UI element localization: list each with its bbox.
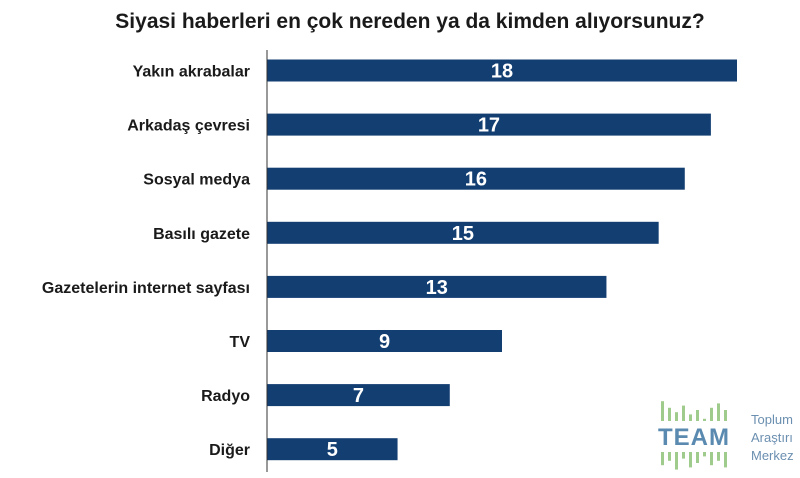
- team-logo: TEAM Toplum Araştırı Merkez: [658, 401, 794, 470]
- logo-line-1: Toplum: [751, 412, 793, 427]
- logo-bar: [668, 452, 671, 461]
- bars-layer: Yakın akrabalar 18 Arkadaş çevresi 17 Sosyal…: [42, 59, 737, 461]
- logo-bar: [710, 407, 713, 421]
- bar: [267, 221, 659, 244]
- logo-bar: [703, 452, 706, 457]
- logo-bar: [675, 412, 678, 421]
- logo-bar: [724, 452, 727, 468]
- logo-bar: [703, 418, 706, 421]
- chart-title: Siyasi haberleri en çok nereden ya da ki…: [115, 10, 704, 33]
- category-label: Radyo: [201, 388, 250, 405]
- bar: [267, 438, 398, 461]
- logo-bar: [689, 452, 692, 468]
- bar: [267, 330, 502, 352]
- value-label: 9: [379, 331, 390, 353]
- value-label: 16: [465, 169, 487, 191]
- logo-name: TEAM: [658, 424, 730, 451]
- logo-line-3: Merkez: [751, 448, 794, 463]
- bar: [267, 167, 685, 190]
- logo-bar: [710, 452, 713, 466]
- category-label: TV: [230, 334, 251, 351]
- value-label: 15: [452, 223, 474, 245]
- bar: [267, 113, 711, 136]
- logo-bar: [675, 452, 678, 470]
- logo-bar: [682, 452, 685, 459]
- value-label: 17: [478, 115, 500, 137]
- category-label: Arkadaş çevresi: [127, 118, 250, 135]
- logo-bars-icon: [661, 401, 727, 470]
- logo-bar: [661, 401, 664, 421]
- value-label: 7: [353, 385, 364, 407]
- category-label: Sosyal medya: [143, 172, 250, 189]
- logo-bar: [717, 452, 720, 461]
- logo-bar: [717, 403, 720, 421]
- bar: [267, 384, 450, 407]
- category-label: Yakın akrabalar: [133, 64, 250, 81]
- logo-bar: [724, 410, 727, 421]
- value-label: 13: [426, 277, 448, 299]
- value-label: 18: [491, 61, 513, 83]
- category-label: Basılı gazete: [153, 226, 250, 243]
- logo-bar: [668, 407, 671, 421]
- logo-bar: [682, 405, 685, 421]
- logo-bar: [661, 452, 664, 466]
- logo-bar: [689, 414, 692, 421]
- bar: [267, 59, 737, 82]
- bar: [267, 275, 607, 298]
- category-label: Diğer: [209, 442, 250, 459]
- value-label: 5: [327, 439, 338, 461]
- category-label: Gazetelerin internet sayfası: [42, 280, 250, 297]
- logo-bar: [696, 452, 699, 463]
- logo-line-2: Araştırı: [751, 430, 793, 445]
- logo-bar: [696, 410, 699, 421]
